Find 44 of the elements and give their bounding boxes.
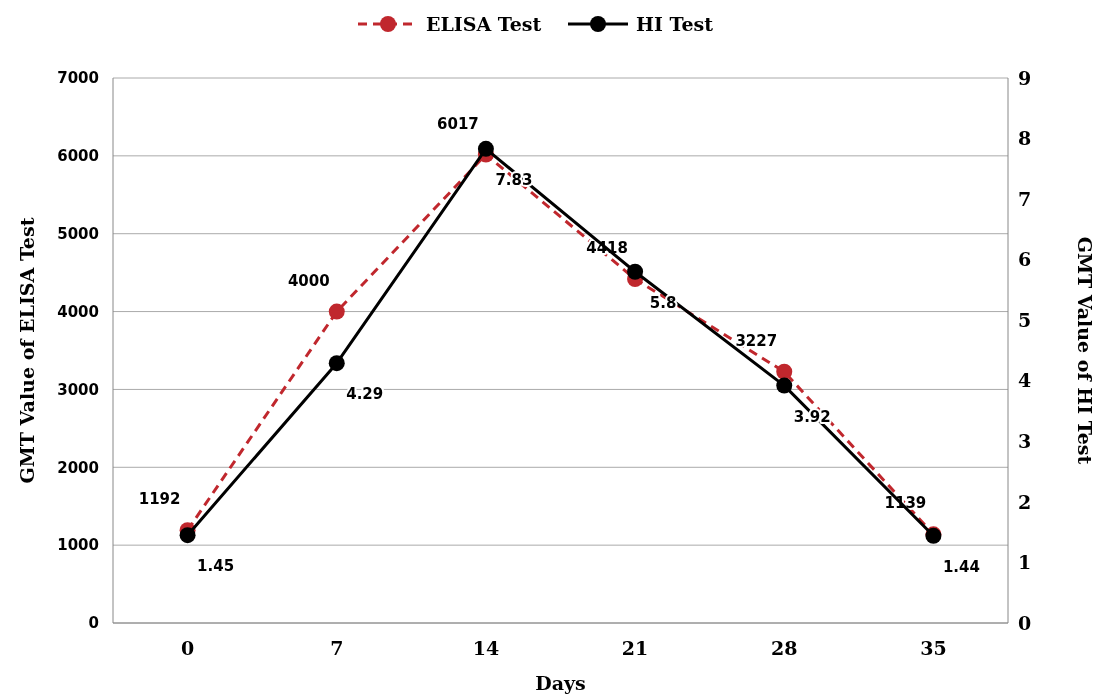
y2-tick-label: 6 — [1018, 248, 1032, 271]
data-label: 1192 — [138, 490, 181, 509]
point — [776, 377, 793, 394]
legend-label: HI Test — [636, 12, 714, 35]
point — [477, 140, 494, 157]
y2-tick-label: 3 — [1018, 429, 1032, 452]
y2-axis-title: GMT Value of HI Test — [1074, 236, 1096, 465]
point — [328, 303, 345, 320]
y-tick-label: 6000 — [57, 147, 99, 166]
y2-tick-label: 9 — [1018, 66, 1032, 89]
x-axis-title: Days — [535, 672, 586, 694]
y-tick-label: 1000 — [57, 536, 99, 555]
x-tick-label: 0 — [180, 637, 195, 659]
data-label: 4.29 — [346, 385, 384, 404]
point — [179, 527, 196, 544]
legend-label: ELISA Test — [426, 12, 542, 35]
y-tick-label: 5000 — [57, 224, 99, 243]
y2-tick-label: 5 — [1018, 308, 1032, 331]
data-label: 4000 — [287, 271, 330, 290]
y2-tick-label: 2 — [1018, 490, 1032, 513]
y-axis-title: GMT Value of ELISA Test — [16, 217, 38, 484]
y2-tick-label: 0 — [1018, 611, 1032, 634]
y-tick-label: 2000 — [57, 458, 99, 477]
x-tick-label: 21 — [621, 637, 649, 659]
y2-tick-label: 8 — [1018, 127, 1032, 150]
y-tick-label: 4000 — [57, 302, 99, 321]
y-tick-label: 0 — [88, 614, 99, 633]
x-tick-label: 35 — [920, 637, 947, 659]
y-tick-label: 7000 — [57, 69, 99, 88]
x-tick-label: 28 — [771, 637, 798, 659]
point — [776, 363, 793, 380]
data-label: 1.45 — [197, 557, 235, 576]
y-tick-label: 3000 — [57, 380, 99, 399]
data-label: 1.44 — [942, 557, 980, 576]
y2-tick-label: 7 — [1018, 187, 1032, 210]
x-tick-label: 14 — [472, 637, 500, 659]
x-tick-label: 7 — [330, 637, 344, 659]
y2-tick-label: 1 — [1018, 551, 1032, 574]
point — [328, 355, 345, 372]
data-label: 3227 — [735, 331, 778, 350]
point — [627, 263, 644, 280]
data-label: 5.8 — [649, 293, 677, 312]
y2-tick-label: 4 — [1018, 369, 1032, 392]
data-label: 6017 — [437, 114, 479, 133]
